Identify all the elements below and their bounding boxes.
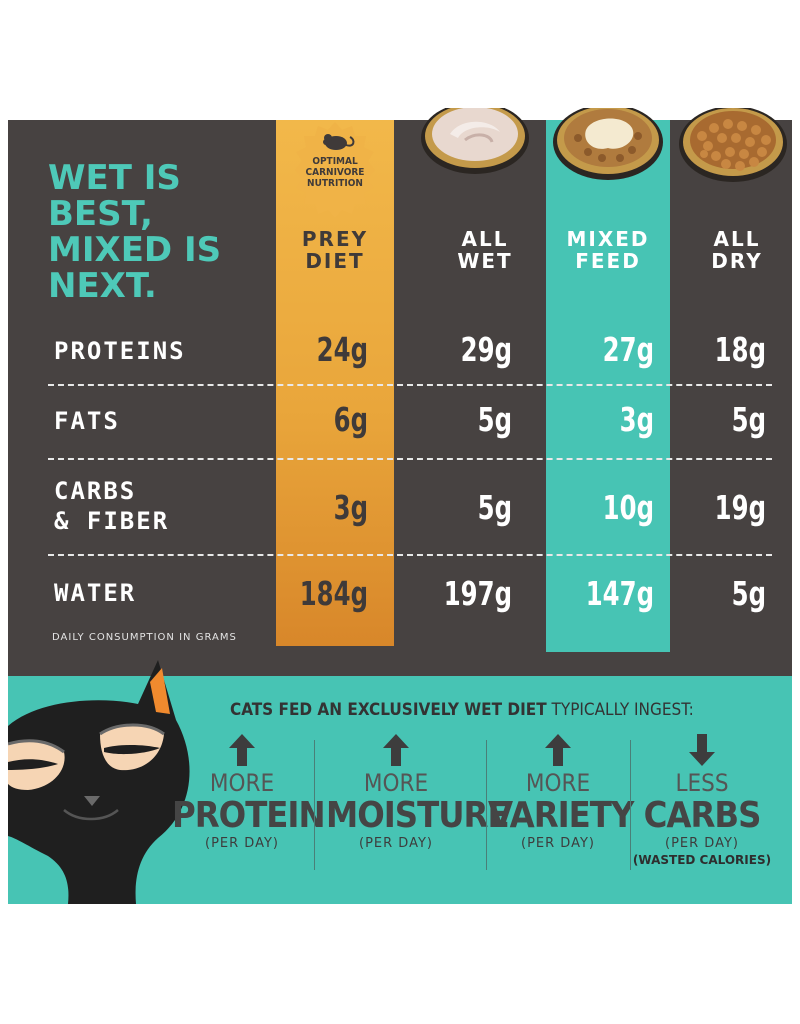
ingest-caption-rest: TYPICALLY INGEST:	[546, 700, 694, 720]
row-label-water: WATER	[54, 579, 137, 607]
row-divider	[48, 384, 772, 386]
value-mixed-carbs: 10g	[602, 488, 654, 527]
value-prey-fats: 6g	[333, 400, 368, 439]
value-prey-proteins: 24g	[316, 330, 368, 369]
value-mixed-water: 147g	[585, 574, 654, 613]
cat-illustration	[8, 660, 190, 904]
benefit-moisture: MORE MOISTURE (PER DAY)	[326, 734, 510, 852]
optimal-nutrition-seal	[295, 122, 375, 218]
wet-food-bowl	[421, 108, 529, 174]
value-mixed-proteins: 27g	[602, 330, 654, 369]
column-header-wet: ALL WET	[457, 227, 513, 273]
ingest-caption-bold: CATS FED AN EXCLUSIVELY WET DIET	[230, 700, 547, 720]
value-mixed-fats: 3g	[619, 400, 654, 439]
value-dry-fats: 5g	[731, 400, 766, 439]
value-dry-water: 5g	[731, 574, 766, 613]
footnote: DAILY CONSUMPTION IN GRAMS	[52, 632, 237, 643]
value-dry-proteins: 18g	[714, 330, 766, 369]
arrow-up-icon	[229, 734, 255, 766]
value-dry-carbs: 19g	[714, 488, 766, 527]
mouse-icon	[323, 134, 355, 150]
row-divider	[48, 458, 772, 460]
benefit-carbs: LESS CARBS (PER DAY) (WASTED CALORIES)	[632, 734, 772, 868]
column-header-mixed: MIXED FEED	[566, 227, 650, 273]
seal-text: OPTIMAL CARNIVORE NUTRITION	[305, 156, 365, 189]
column-header-dry: ALL DRY	[711, 227, 763, 273]
benefit-protein: MORE PROTEIN (PER DAY)	[172, 734, 326, 852]
value-wet-fats: 5g	[477, 400, 512, 439]
arrow-up-icon	[383, 734, 409, 766]
row-label-proteins: PROTEINS	[54, 337, 186, 365]
benefit-divider	[314, 740, 315, 870]
mixed-food-bowl	[553, 108, 663, 180]
column-header-prey: PREY DIET	[301, 227, 369, 273]
value-wet-proteins: 29g	[460, 330, 512, 369]
dry-food-bowl	[679, 108, 787, 182]
arrow-up-icon	[545, 734, 571, 766]
benefit-divider	[630, 740, 631, 870]
value-prey-carbs: 3g	[333, 488, 368, 527]
headline: WET IS BEST, MIXED IS NEXT.	[48, 158, 222, 306]
arrow-down-icon	[689, 734, 715, 766]
benefit-variety: MORE VARIETY (PER DAY)	[488, 734, 634, 852]
value-wet-water: 197g	[443, 574, 512, 613]
benefit-divider	[486, 740, 487, 870]
row-label-carbs: CARBS & FIBER	[54, 477, 170, 535]
value-prey-water: 184g	[299, 574, 368, 613]
row-divider	[48, 554, 772, 556]
ingest-caption: CATS FED AN EXCLUSIVELY WET DIET TYPICAL…	[230, 700, 770, 720]
row-label-fats: FATS	[54, 407, 120, 435]
value-wet-carbs: 5g	[477, 488, 512, 527]
mixed-feed-column	[546, 120, 670, 652]
